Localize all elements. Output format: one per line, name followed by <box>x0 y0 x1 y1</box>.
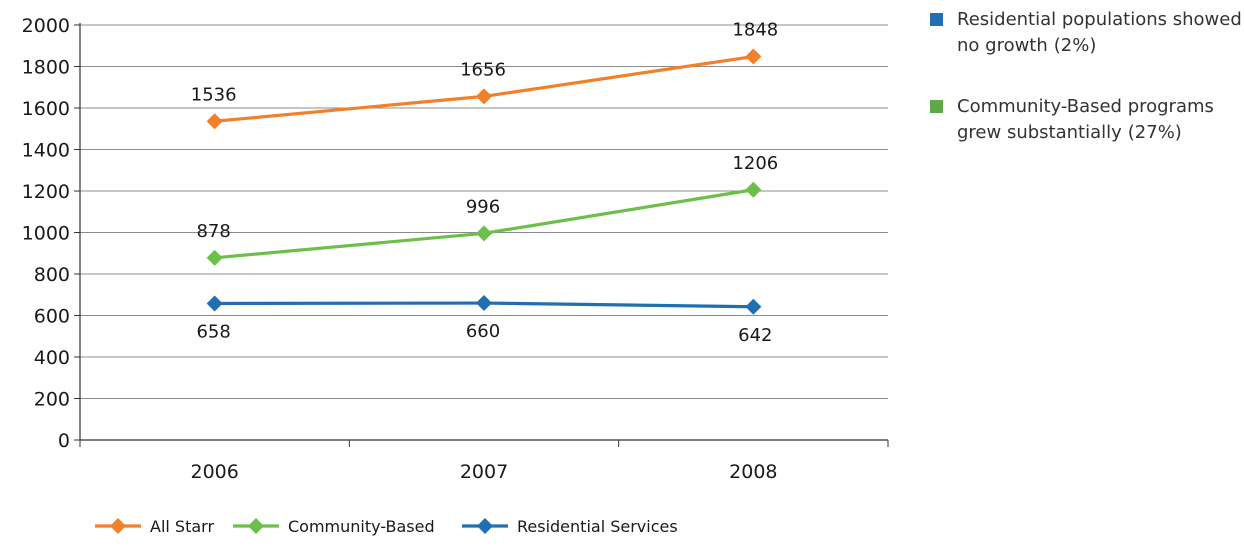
data-point <box>745 181 762 198</box>
data-point <box>206 113 223 130</box>
data-label: 878 <box>196 221 230 242</box>
data-point <box>206 249 223 266</box>
data-label: 642 <box>738 325 772 346</box>
y-tick-label: 1200 <box>22 181 70 203</box>
data-point <box>206 295 223 312</box>
y-tick-label: 200 <box>34 389 70 411</box>
y-tick-label: 1000 <box>22 223 70 245</box>
x-tick-label: 2006 <box>190 461 238 483</box>
note-community-text: Community-Based programs grew substantia… <box>957 96 1214 143</box>
y-tick-label: 400 <box>34 347 70 369</box>
data-label: 996 <box>466 196 500 217</box>
legend-marker <box>477 518 493 534</box>
y-tick-label: 1400 <box>22 140 70 162</box>
line-chart: 0 200 400 600 800 1000 1200 1400 1600 1800 2000 20… <box>22 15 889 536</box>
legend-label: Community-Based <box>288 517 435 536</box>
x-axis-tick-labels: 2006 2007 2008 <box>190 461 777 483</box>
y-tick-label: 600 <box>34 306 70 328</box>
data-point <box>476 225 492 242</box>
y-tick-label: 2000 <box>22 15 70 37</box>
y-tick-label: 0 <box>58 430 70 452</box>
data-point <box>745 298 762 315</box>
legend: All Starr Community-Based Residential Serv… <box>95 517 678 536</box>
y-tick-label: 1800 <box>22 57 70 79</box>
axes <box>74 23 889 447</box>
note-community-swatch <box>930 100 943 113</box>
note-residential-swatch <box>930 13 943 26</box>
data-label: 1206 <box>732 153 778 174</box>
data-point <box>476 88 492 105</box>
legend-label: All Starr <box>150 517 214 536</box>
x-tick-label: 2007 <box>460 461 508 483</box>
data-label: 1656 <box>460 59 506 80</box>
legend-marker <box>110 518 126 534</box>
data-point <box>476 295 492 312</box>
data-label: 1536 <box>191 84 237 105</box>
data-label: 658 <box>196 321 230 342</box>
x-tick-label: 2008 <box>729 461 777 483</box>
data-labels: 1536 1656 1848 878 996 1206 658 660 642 <box>191 20 778 346</box>
note-residential: Residential populations showed no growth… <box>930 7 1242 59</box>
note-community: Community-Based programs grew substantia… <box>930 94 1242 146</box>
y-axis-tick-labels: 0 200 400 600 800 1000 1200 1400 1600 1800 2000 <box>22 15 70 452</box>
legend-label: Residential Services <box>517 517 678 536</box>
y-tick-label: 1600 <box>22 98 70 120</box>
data-label: 660 <box>466 321 500 342</box>
series-lines <box>206 48 762 315</box>
data-point <box>745 48 762 65</box>
data-label: 1848 <box>732 20 778 41</box>
legend-marker <box>248 518 264 534</box>
note-residential-text: Residential populations showed no growth… <box>957 9 1242 56</box>
y-tick-label: 800 <box>34 264 70 286</box>
